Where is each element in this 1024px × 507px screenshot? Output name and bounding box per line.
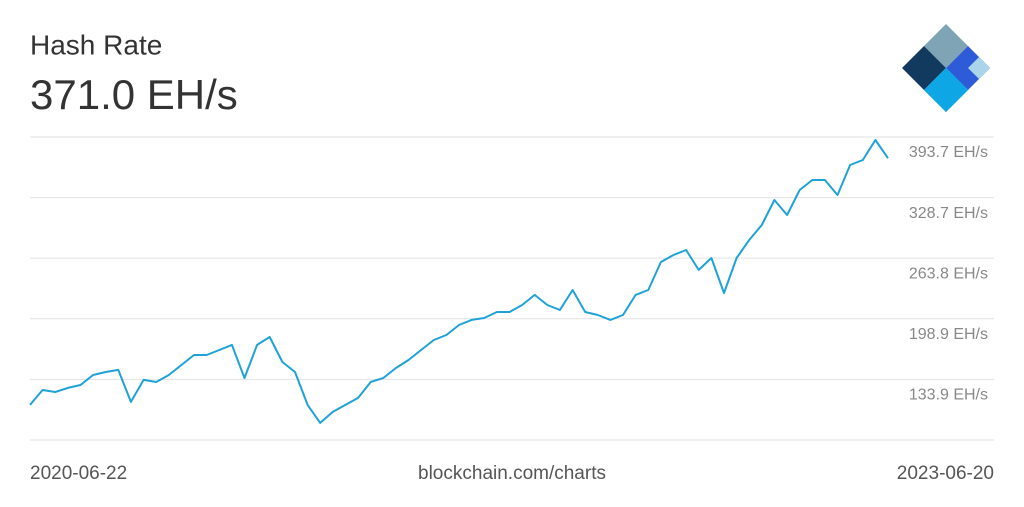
y-tick-label: 393.7 EH/s [909, 144, 988, 161]
x-start-label: 2020-06-22 [30, 463, 127, 484]
logo [902, 24, 990, 112]
logo-piece [968, 57, 990, 79]
y-tick-label: 133.9 EH/s [909, 387, 988, 404]
y-tick-label: 263.8 EH/s [909, 265, 988, 282]
logo-piece [924, 68, 968, 112]
current-value: 371.0 EH/s [30, 71, 238, 118]
data-line [29, 139, 889, 424]
chart-title: Hash Rate [30, 29, 162, 60]
y-tick-label: 328.7 EH/s [909, 205, 988, 222]
source: blockchain.com/charts [418, 463, 606, 484]
y-tick-label: 198.9 EH/s [909, 326, 988, 343]
x-end-label: 2023-06-20 [897, 463, 994, 484]
